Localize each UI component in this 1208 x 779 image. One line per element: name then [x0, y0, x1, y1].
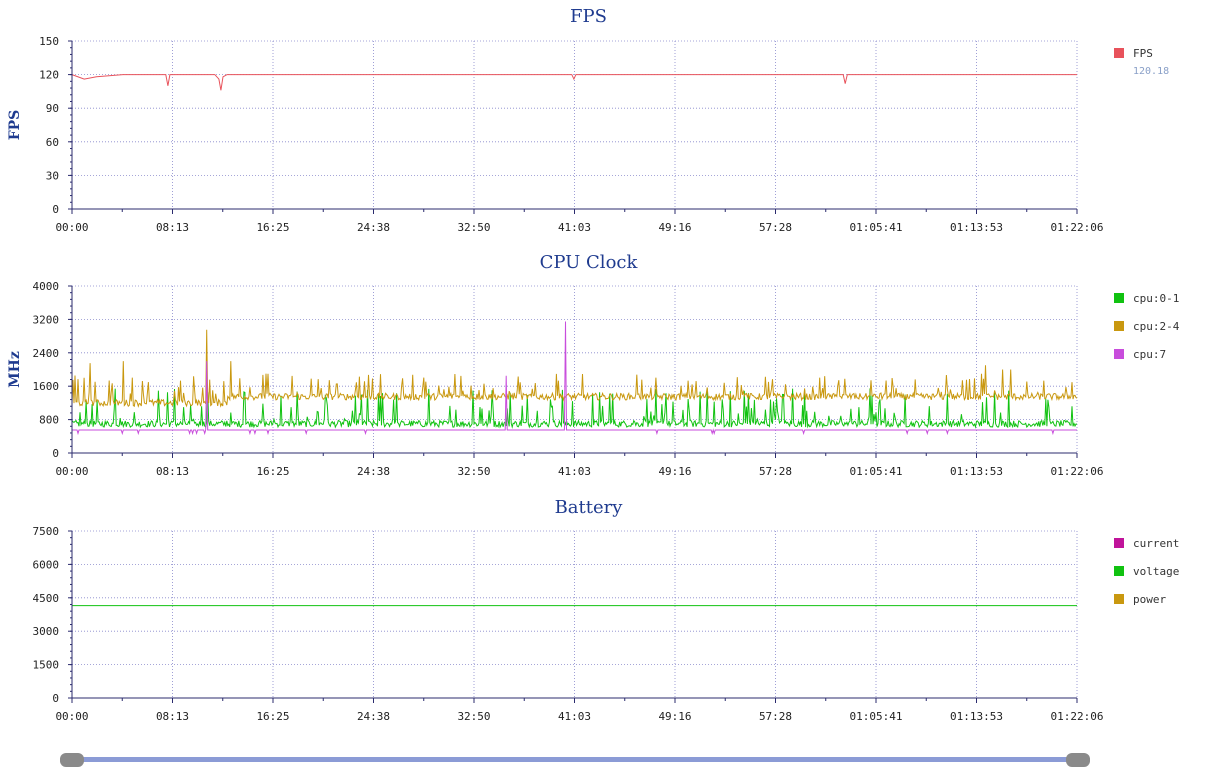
series-line-FPS — [71, 74, 1077, 91]
x-tick-label: 16:25 — [256, 465, 289, 478]
legend-label: cpu:7 — [1133, 348, 1166, 361]
x-tick-label: 49:16 — [658, 221, 691, 234]
x-tick-label: 57:28 — [759, 710, 792, 723]
y-tick-label: 150 — [39, 35, 59, 48]
x-tick-label: 01:05:41 — [850, 710, 903, 723]
y-tick-label: 6000 — [33, 558, 60, 571]
x-tick-label: 00:00 — [55, 710, 88, 723]
legend-swatch — [1114, 321, 1124, 331]
x-tick-label: 08:13 — [156, 221, 189, 234]
x-tick-label: 24:38 — [357, 221, 390, 234]
x-tick-label: 00:00 — [55, 465, 88, 478]
series-line-cpu:2-4 — [71, 329, 1078, 408]
y-tick-label: 7500 — [33, 525, 60, 538]
y-tick-label: 1500 — [33, 659, 60, 672]
y-tick-label: 4000 — [33, 280, 60, 293]
y-tick-label: 800 — [39, 414, 59, 427]
x-tick-label: 16:25 — [256, 221, 289, 234]
x-tick-label: 08:13 — [156, 710, 189, 723]
y-axis-title: MHz — [7, 351, 23, 388]
legend-swatch — [1114, 538, 1124, 548]
chart-2: Battery 0 1500 3000 4500 6000 7500 00:00 08:13 16… — [33, 497, 1180, 723]
y-tick-label: 30 — [46, 169, 59, 182]
y-tick-label: 0 — [52, 692, 59, 705]
x-tick-label: 49:16 — [658, 465, 691, 478]
y-tick-label: 120 — [39, 69, 59, 82]
y-tick-label: 0 — [52, 447, 59, 460]
y-tick-label: 60 — [46, 136, 59, 149]
x-tick-label: 57:28 — [759, 221, 792, 234]
x-tick-label: 57:28 — [759, 465, 792, 478]
x-tick-label: 32:50 — [457, 221, 490, 234]
series-line-cpu:7 — [72, 321, 1077, 436]
x-tick-label: 08:13 — [156, 465, 189, 478]
legend-swatch — [1114, 349, 1124, 359]
chart-1: CPU Clock MHz 0 800 1600 2400 3200 4000 00:00 08:… — [7, 252, 1180, 478]
slider-end-handle[interactable] — [1066, 753, 1090, 767]
x-tick-label: 01:05:41 — [850, 221, 903, 234]
y-tick-label: 0 — [52, 203, 59, 216]
x-tick-label: 49:16 — [658, 710, 691, 723]
x-tick-label: 32:50 — [457, 465, 490, 478]
legend-label: cpu:2-4 — [1133, 320, 1180, 333]
y-tick-label: 90 — [46, 102, 59, 115]
x-tick-label: 01:22:06 — [1051, 465, 1104, 478]
chart-title: Battery — [555, 497, 624, 518]
legend-swatch — [1114, 566, 1124, 576]
x-tick-label: 41:03 — [558, 465, 591, 478]
slider-start-handle[interactable] — [60, 753, 84, 767]
legend-label: power — [1133, 593, 1166, 606]
legend-swatch — [1114, 48, 1124, 58]
x-tick-label: 41:03 — [558, 710, 591, 723]
legend-swatch — [1114, 293, 1124, 303]
x-tick-label: 01:22:06 — [1051, 710, 1104, 723]
x-tick-label: 01:13:53 — [950, 465, 1003, 478]
legend-label: voltage — [1133, 565, 1179, 578]
chart-title: FPS — [570, 6, 607, 27]
y-tick-label: 3000 — [33, 625, 60, 638]
y-tick-label: 3200 — [33, 313, 60, 326]
y-tick-label: 2400 — [33, 347, 60, 360]
legend-label: cpu:0-1 — [1133, 292, 1179, 305]
x-tick-label: 01:22:06 — [1051, 221, 1104, 234]
x-tick-label: 41:03 — [558, 221, 591, 234]
x-tick-label: 01:13:53 — [950, 710, 1003, 723]
y-axis-title: FPS — [7, 110, 23, 141]
series-line-cpu:0-1 — [71, 388, 1078, 429]
legend-label: FPS — [1133, 47, 1153, 60]
x-tick-label: 01:05:41 — [850, 465, 903, 478]
x-tick-label: 01:13:53 — [950, 221, 1003, 234]
x-tick-label: 16:25 — [256, 710, 289, 723]
chart-0: FPS FPS 0 30 60 90 120 150 00:00 08:13 16:25 24:38 3… — [7, 6, 1169, 234]
x-tick-label: 24:38 — [357, 710, 390, 723]
legend-swatch — [1114, 594, 1124, 604]
time-range-slider-track[interactable] — [72, 757, 1078, 762]
y-tick-label: 4500 — [33, 592, 60, 605]
legend-value: 120.18 — [1133, 66, 1169, 77]
x-tick-label: 24:38 — [357, 465, 390, 478]
x-tick-label: 32:50 — [457, 710, 490, 723]
y-tick-label: 1600 — [33, 380, 60, 393]
x-tick-label: 00:00 — [55, 221, 88, 234]
legend-label: current — [1133, 537, 1179, 550]
chart-title: CPU Clock — [540, 252, 639, 273]
